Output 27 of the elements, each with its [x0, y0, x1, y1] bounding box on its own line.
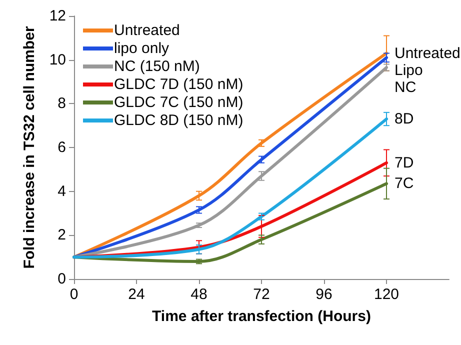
y-tick-label: 6	[58, 139, 66, 156]
annotation: NC	[394, 78, 416, 96]
x-tick-label: 0	[70, 286, 78, 303]
annotation: Lipo	[394, 62, 423, 79]
legend-label: Untreated	[114, 22, 180, 39]
legend-label: GLDC 8D (150 nM)	[114, 112, 244, 129]
y-tick-label: 0	[58, 270, 66, 288]
annotation: 7C	[394, 175, 414, 192]
y-tick-label: 12	[49, 8, 66, 24]
x-tick-label: 72	[253, 286, 270, 303]
x-tick-label: 24	[128, 286, 145, 303]
x-tick-label: 120	[374, 286, 400, 303]
legend-label: NC (150 nM)	[114, 58, 200, 75]
legend-label: lipo only	[114, 40, 170, 57]
y-axis-title: Fold increase in TS32 cell number	[20, 26, 38, 269]
annotation: 8D	[394, 110, 414, 128]
annotation: 7D	[394, 154, 414, 172]
annotation: Untreated	[394, 44, 460, 62]
y-tick-label: 2	[58, 226, 66, 244]
y-tick-label: 8	[58, 95, 66, 112]
x-axis-title: Time after transfection (Hours)	[152, 308, 371, 325]
x-tick-label: 48	[190, 286, 208, 303]
y-tick-label: 10	[49, 51, 66, 68]
y-tick-label: 4	[58, 182, 66, 200]
x-tick-label: 96	[316, 286, 332, 303]
legend-label: GLDC 7C (150 nM)	[114, 94, 244, 111]
legend-label: GLDC 7D (150 nM)	[114, 76, 244, 93]
